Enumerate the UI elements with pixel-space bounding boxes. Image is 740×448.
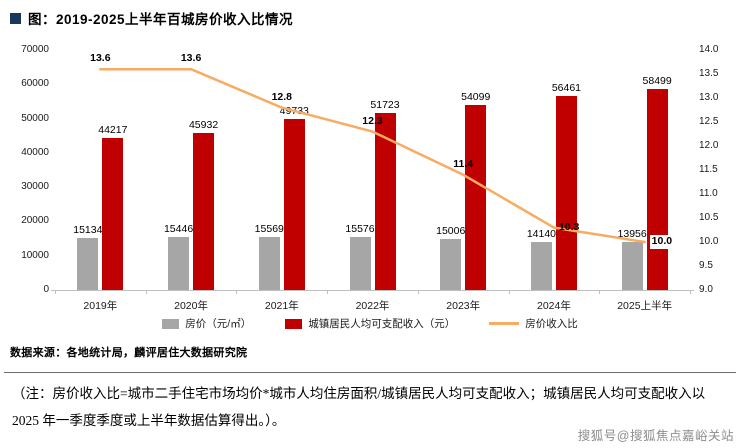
house-price-value-label: 15006 [436, 224, 466, 237]
house-price-value-label: 14140 [526, 227, 557, 240]
income-value-label: 45932 [188, 118, 219, 131]
x-axis-category-label: 2024年 [536, 300, 571, 312]
house-price-value-label: 13956 [617, 228, 647, 241]
legend-label: 房价（元/㎡） [185, 318, 252, 330]
house-price-value-label: 15446 [163, 223, 194, 236]
x-axis-tick [145, 290, 147, 294]
bar-house-price [440, 238, 462, 290]
left-axis-tick-label: 70000 [21, 44, 49, 55]
income-value-label: 54099 [461, 90, 491, 103]
right-axis-tick-label: 11.5 [699, 164, 718, 175]
x-axis-tick [417, 290, 419, 294]
house-price-value-label: 15134 [73, 224, 103, 237]
ratio-value-label: 12.3 [362, 114, 383, 127]
house-price-value-label: 15569 [254, 222, 284, 235]
chart-title: 图：2019-2025上半年百城房价收入比情况 [28, 12, 294, 27]
bar-house-price [621, 242, 643, 290]
x-axis-category-label: 2025上半年 [617, 300, 673, 312]
left-axis-tick-label: 20000 [21, 215, 49, 227]
right-axis-tick-label: 12.5 [699, 116, 719, 127]
x-axis-category-label: 2021年 [264, 300, 299, 312]
left-axis-tick-label: 0 [43, 284, 49, 295]
income-value-label: 51723 [370, 98, 400, 111]
left-axis-tick-label: 10000 [21, 249, 49, 261]
bar-house-price [77, 238, 99, 290]
x-axis-tick [599, 290, 601, 294]
bar-house-price [530, 241, 552, 290]
right-axis-tick-label: 12.0 [699, 140, 719, 151]
legend-bar-swatch-icon [285, 318, 303, 329]
x-axis-tick [236, 290, 238, 294]
chart-legend: 房价（元/㎡） 城镇居民人均可支配收入（元） 房价收入比 [0, 316, 740, 331]
x-axis-category-label: 2022年 [355, 300, 390, 312]
legend-item: 房价收入比 [489, 316, 578, 331]
title-bullet-icon [10, 12, 21, 24]
right-axis-tick-label: 13.0 [699, 92, 719, 103]
left-axis-tick-label: 60000 [21, 78, 49, 90]
right-axis-tick-label: 14.0 [699, 44, 719, 55]
right-axis-tick-label: 13.5 [699, 68, 719, 79]
watermark: 搜狐号@搜狐焦点嘉峪关站 [577, 429, 734, 443]
bar-income [555, 96, 577, 290]
right-axis-tick-label: 11.0 [699, 188, 718, 199]
bar-income [193, 132, 215, 290]
bar-income [102, 138, 124, 290]
income-value-label: 49733 [279, 105, 309, 118]
bar-income [465, 104, 487, 290]
ratio-value-label: 10.0 [649, 235, 675, 249]
ratio-value-label: 12.8 [271, 90, 292, 103]
bar-house-price [168, 237, 190, 290]
right-axis-tick-label: 10.0 [699, 236, 719, 247]
left-axis-tick-label: 40000 [21, 146, 49, 158]
legend-item: 城镇居民人均可支配收入（元） [285, 316, 455, 331]
income-value-label: 44217 [98, 124, 128, 137]
income-value-label: 56461 [551, 82, 582, 95]
right-axis-tick-label: 9.0 [699, 284, 713, 295]
bar-income [283, 119, 305, 290]
left-axis-tick-label: 50000 [21, 112, 49, 124]
income-value-label: 58499 [642, 75, 672, 88]
bar-house-price [258, 236, 280, 290]
legend-item: 房价（元/㎡） [162, 316, 251, 331]
right-axis-tick-label: 9.5 [699, 260, 713, 271]
bar-house-price [349, 236, 371, 290]
x-axis-tick [690, 290, 691, 294]
ratio-value-label: 13.6 [90, 52, 111, 65]
bar-income [374, 112, 396, 290]
x-axis-line [51, 290, 694, 291]
right-axis-tick-label: 10.5 [699, 212, 719, 223]
x-axis-tick [55, 290, 56, 294]
legend-line-swatch-icon [489, 322, 520, 325]
combo-chart: 0 10000 20000 30000 40000 50000 60000 70000 9.0 9… [0, 30, 740, 313]
legend-label: 城镇居民人均可支配收入（元） [308, 318, 456, 330]
title-row: 图：2019-2025上半年百城房价收入比情况 [0, 0, 740, 30]
x-axis-category-label: 2023年 [446, 300, 481, 312]
x-axis-tick [327, 290, 329, 294]
divider-line [4, 372, 736, 373]
bar-income [646, 89, 668, 290]
ratio-value-label: 11.4 [453, 157, 474, 170]
data-source: 数据来源：各地统计局，麟评居住大数据研究院 [10, 347, 248, 359]
legend-label: 房价收入比 [525, 318, 578, 330]
left-axis-tick-label: 30000 [21, 181, 49, 193]
legend-bar-swatch-icon [162, 318, 180, 329]
footnote: （注：房价收入比=城市二手住宅市场均价*城市人均住房面积/城镇居民人均可支配收入… [12, 386, 706, 428]
x-axis-tick [508, 290, 510, 294]
x-axis-category-label: 2019年 [83, 300, 118, 312]
house-price-value-label: 15576 [345, 222, 375, 235]
ratio-value-label: 13.6 [180, 52, 202, 65]
ratio-value-label: 10.3 [558, 220, 580, 233]
x-axis-category-label: 2020年 [174, 300, 208, 312]
